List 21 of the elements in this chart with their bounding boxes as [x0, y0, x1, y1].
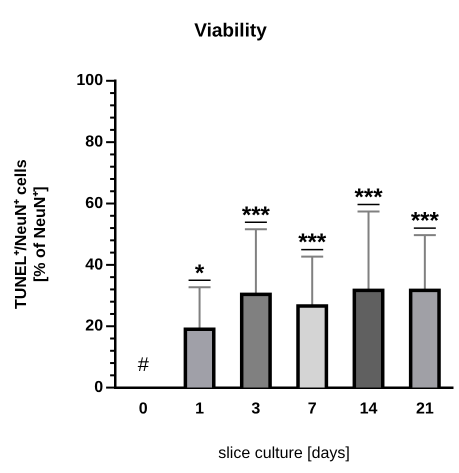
- y-tick-label: 0: [94, 379, 104, 396]
- annotation: ***: [354, 184, 384, 212]
- x-tick-label: 3: [251, 400, 260, 418]
- y-axis-title: TUNEL⁺/NeuN⁺ cells [% of NeuN⁺]: [13, 159, 50, 309]
- annotation: #: [138, 354, 150, 376]
- x-tick-label: 1: [195, 400, 204, 418]
- y-tick-label: 100: [76, 72, 104, 90]
- x-tick-label: 21: [416, 400, 434, 418]
- annotation: ***: [242, 202, 271, 229]
- x-tick-label: 14: [360, 400, 378, 418]
- y-tick-label: 20: [85, 318, 104, 335]
- x-tick-label: 0: [138, 400, 148, 418]
- y-tick-label: 40: [85, 256, 104, 274]
- chart-title: Viability: [194, 20, 268, 42]
- annotation: ***: [410, 208, 440, 235]
- annotation: *: [194, 260, 205, 287]
- y-tick-label: 80: [85, 134, 104, 151]
- y-tick-label: 60: [85, 194, 104, 212]
- x-axis-title: slice culture [days]: [218, 444, 350, 462]
- x-tick-label: 7: [308, 400, 317, 418]
- annotation: ***: [298, 229, 327, 256]
